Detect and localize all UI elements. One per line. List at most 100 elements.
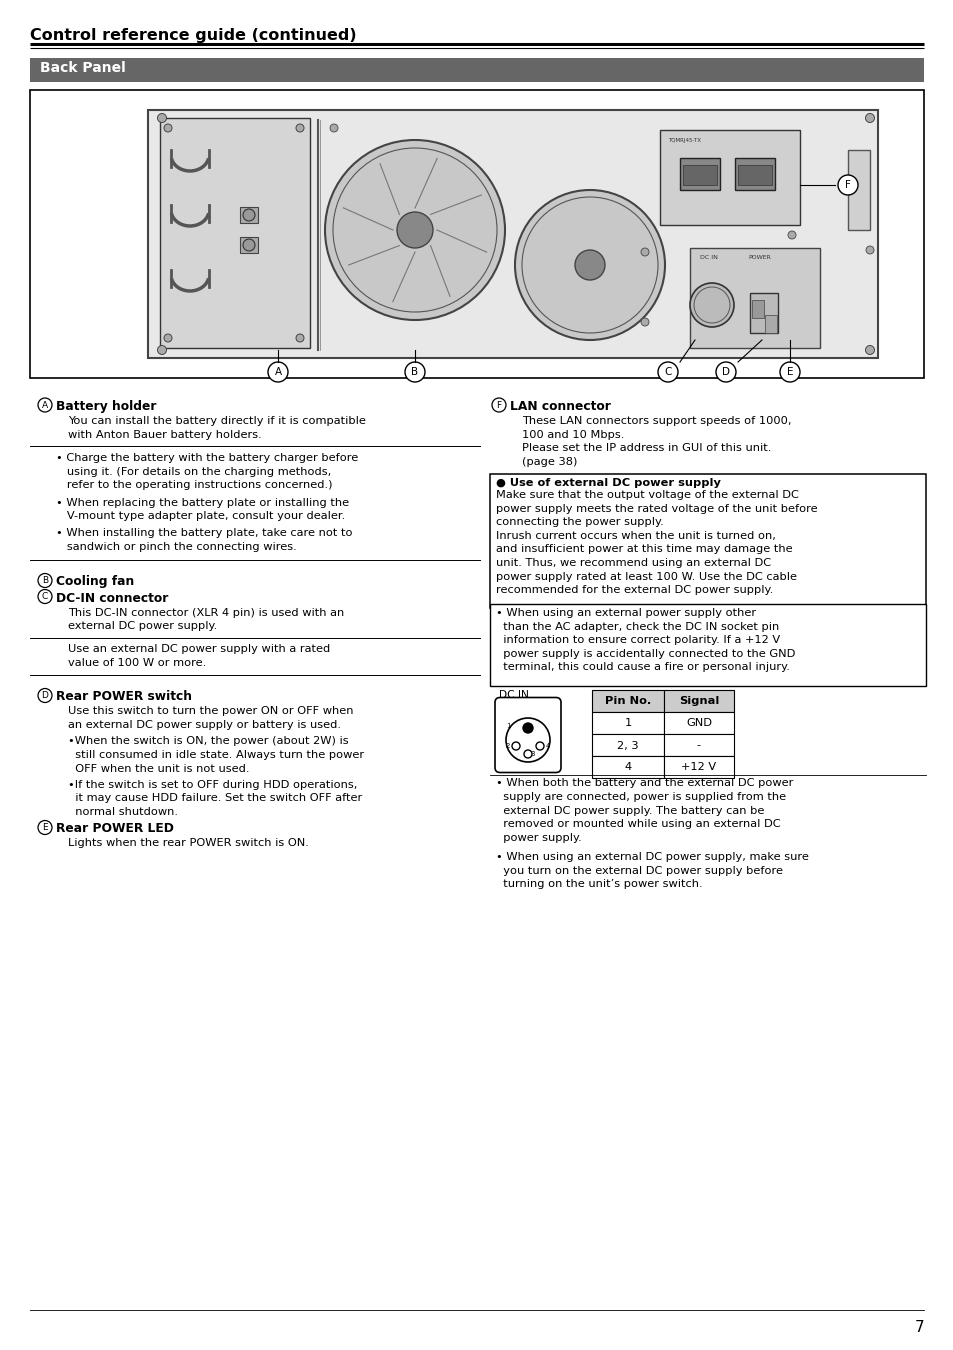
- Circle shape: [864, 113, 874, 123]
- Bar: [592, 756, 663, 778]
- Bar: [148, 109, 877, 358]
- Circle shape: [658, 362, 678, 382]
- Bar: [679, 158, 720, 190]
- Text: • When both the battery and the external DC power
  supply are connected, power : • When both the battery and the external…: [496, 779, 793, 842]
- Circle shape: [396, 212, 433, 248]
- Circle shape: [295, 333, 304, 342]
- Text: LAN connector: LAN connector: [510, 400, 610, 413]
- Text: DC-IN connector: DC-IN connector: [56, 591, 168, 605]
- Bar: [490, 603, 925, 686]
- Bar: [663, 711, 733, 733]
- Circle shape: [689, 284, 733, 327]
- Text: 1: 1: [505, 724, 510, 729]
- Text: Lights when the rear POWER switch is ON.: Lights when the rear POWER switch is ON.: [68, 838, 309, 849]
- Bar: [240, 207, 257, 223]
- Circle shape: [38, 398, 52, 412]
- Text: E: E: [786, 367, 792, 377]
- Text: POWER: POWER: [747, 255, 770, 261]
- Text: GND: GND: [685, 718, 711, 729]
- Bar: [663, 690, 733, 711]
- Circle shape: [575, 250, 604, 279]
- Circle shape: [325, 140, 504, 320]
- Circle shape: [515, 190, 664, 340]
- Text: Rear POWER switch: Rear POWER switch: [56, 690, 192, 703]
- FancyBboxPatch shape: [495, 698, 560, 772]
- Bar: [682, 165, 717, 185]
- Text: 2: 2: [505, 743, 510, 749]
- Text: ● Use of external DC power supply: ● Use of external DC power supply: [496, 478, 720, 487]
- Text: This DC-IN connector (XLR 4 pin) is used with an
external DC power supply.: This DC-IN connector (XLR 4 pin) is used…: [68, 608, 344, 630]
- Text: E: E: [42, 824, 48, 832]
- Bar: [663, 756, 733, 778]
- Circle shape: [295, 124, 304, 132]
- Bar: [689, 248, 820, 348]
- Circle shape: [157, 346, 167, 355]
- Text: Battery holder: Battery holder: [56, 400, 156, 413]
- Circle shape: [164, 333, 172, 342]
- Bar: [592, 711, 663, 733]
- Text: -: -: [697, 741, 700, 751]
- Text: D: D: [42, 691, 49, 701]
- Bar: [160, 117, 310, 348]
- Text: Control reference guide (continued): Control reference guide (continued): [30, 28, 356, 43]
- Circle shape: [640, 248, 648, 256]
- Bar: [764, 315, 776, 333]
- Circle shape: [405, 362, 424, 382]
- Text: +12 V: +12 V: [680, 763, 716, 772]
- Bar: [592, 690, 663, 711]
- Circle shape: [864, 346, 874, 355]
- Text: •When the switch is ON, the power (about 2W) is
  still consumed in idle state. : •When the switch is ON, the power (about…: [68, 737, 364, 774]
- Text: DC IN: DC IN: [498, 690, 528, 699]
- Circle shape: [837, 176, 857, 194]
- Text: Signal: Signal: [679, 697, 719, 706]
- Text: C: C: [42, 593, 48, 601]
- Circle shape: [492, 398, 505, 412]
- Text: Rear POWER LED: Rear POWER LED: [56, 822, 173, 836]
- Bar: [30, 58, 923, 82]
- Circle shape: [157, 113, 167, 123]
- Text: A: A: [274, 367, 281, 377]
- Bar: [738, 165, 771, 185]
- Text: B: B: [42, 576, 48, 585]
- Text: Use this switch to turn the power ON or OFF when
an external DC power supply or : Use this switch to turn the power ON or …: [68, 706, 354, 730]
- Text: •If the switch is set to OFF during HDD operations,
  it may cause HDD failure. : •If the switch is set to OFF during HDD …: [68, 779, 362, 817]
- Bar: [490, 474, 925, 608]
- Circle shape: [38, 821, 52, 834]
- Bar: [592, 733, 663, 756]
- Text: 3: 3: [530, 751, 534, 757]
- Circle shape: [522, 724, 533, 733]
- Circle shape: [865, 246, 873, 254]
- Text: You can install the battery directly if it is compatible
with Anton Bauer batter: You can install the battery directly if …: [68, 416, 366, 440]
- Bar: [751, 300, 763, 319]
- Text: Back Panel: Back Panel: [40, 61, 126, 76]
- Circle shape: [38, 688, 52, 702]
- Text: 2, 3: 2, 3: [617, 741, 639, 751]
- Circle shape: [716, 362, 735, 382]
- Bar: [240, 238, 257, 252]
- Circle shape: [243, 239, 254, 251]
- Circle shape: [780, 362, 800, 382]
- Bar: [659, 130, 800, 225]
- Text: • When installing the battery plate, take care not to
   sandwich or pinch the c: • When installing the battery plate, tak…: [56, 528, 352, 552]
- Circle shape: [38, 590, 52, 603]
- Circle shape: [164, 124, 172, 132]
- Text: B: B: [411, 367, 418, 377]
- Circle shape: [640, 319, 648, 325]
- Bar: [30, 90, 923, 378]
- Text: 7: 7: [913, 1320, 923, 1335]
- Bar: [847, 150, 869, 230]
- Text: Cooling fan: Cooling fan: [56, 575, 134, 589]
- Text: F: F: [496, 401, 501, 409]
- Circle shape: [38, 574, 52, 587]
- Text: Make sure that the output voltage of the external DC
power supply meets the rate: Make sure that the output voltage of the…: [496, 490, 817, 595]
- Text: Use an external DC power supply with a rated
value of 100 W or more.: Use an external DC power supply with a r…: [68, 644, 330, 668]
- Text: Pin No.: Pin No.: [604, 697, 651, 706]
- Text: 4: 4: [545, 743, 550, 749]
- Bar: [734, 158, 774, 190]
- Text: 1: 1: [623, 718, 631, 729]
- Text: • When using an external power supply other
  than the AC adapter, check the DC : • When using an external power supply ot…: [496, 608, 795, 672]
- Circle shape: [787, 231, 795, 239]
- Text: DC IN: DC IN: [700, 255, 717, 261]
- Text: D: D: [721, 367, 729, 377]
- Bar: [663, 733, 733, 756]
